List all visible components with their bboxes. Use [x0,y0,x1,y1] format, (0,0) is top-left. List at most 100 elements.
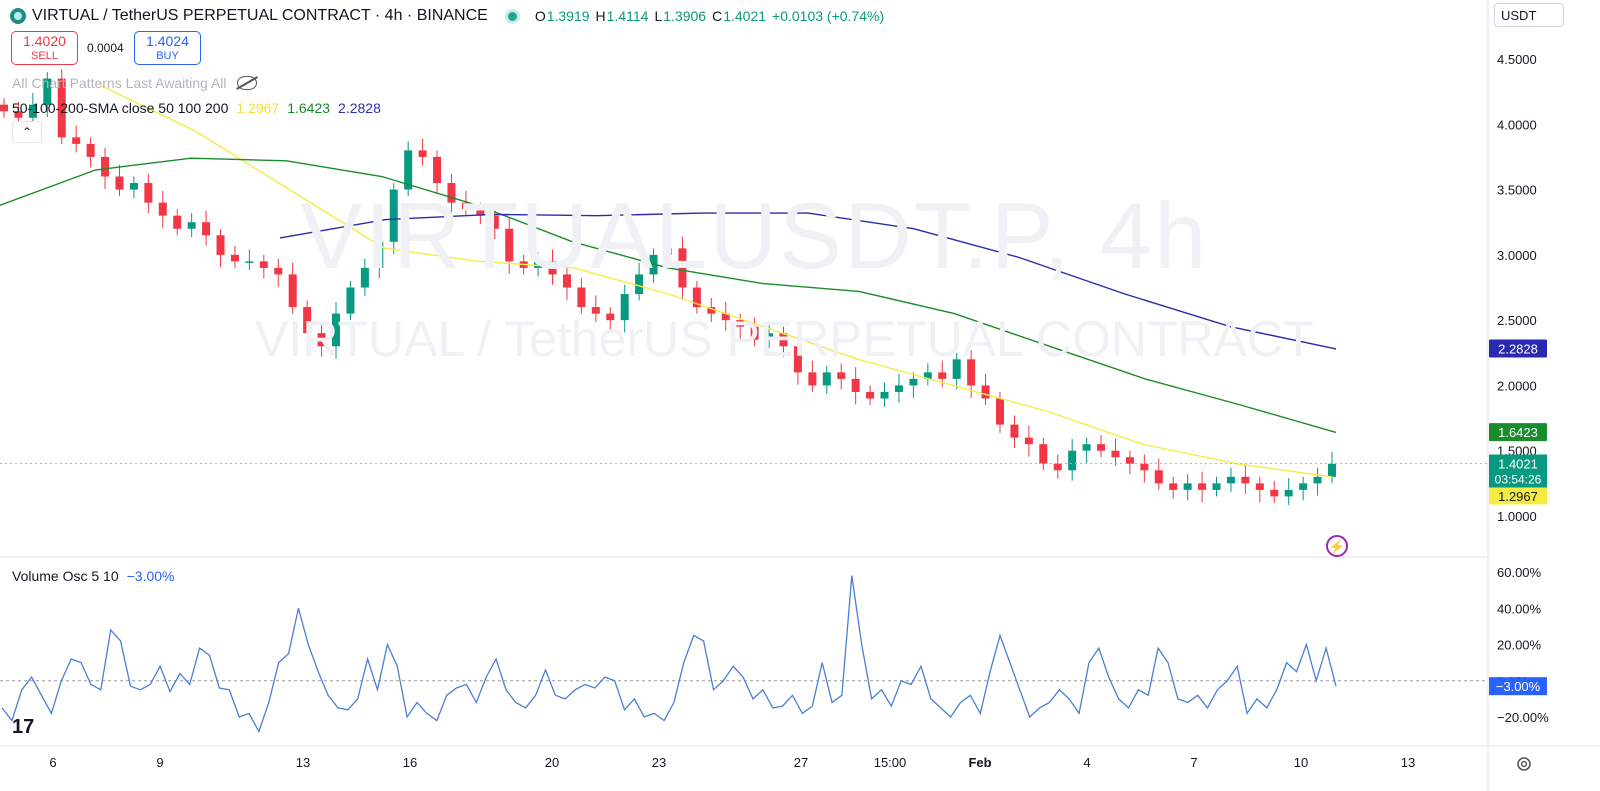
candle-body [1053,463,1062,471]
candle-body [303,307,312,334]
osc-tick-label: 60.00% [1497,565,1542,580]
osc-last-bg [1489,677,1547,696]
osc-tick-label: −20.00% [1497,710,1549,725]
tradingview-logo-icon[interactable]: 17 [12,716,35,738]
candle-body [245,261,254,263]
candle-body [158,202,167,216]
price-tick-label: 1.0000 [1497,509,1537,524]
sma-label: 50-100-200-SMA close 50 100 200 [12,100,229,116]
candle-body [115,176,124,190]
candle-body [346,287,355,314]
candle-body [202,222,211,236]
countdown-label: 03:54:26 [1495,472,1542,486]
spread-value: 0.0004 [87,41,124,55]
chart-patterns-indicator[interactable]: All Chart Patterns Last Awaiting All [12,75,257,91]
candle-body [750,326,759,340]
candle-body [808,372,817,386]
sma-legend[interactable]: 50-100-200-SMA close 50 100 200 1.2967 1.6… [12,100,381,116]
candle-body [1169,483,1178,490]
candle-body [1270,489,1279,497]
candle-body [909,378,918,386]
osc-line [1,575,1337,734]
candle-body [101,156,110,177]
moving-averages [0,84,1488,478]
ohlc-low: L1.3906 [654,8,707,24]
candle-body [288,274,297,308]
ohlc-close: C1.4021 [712,8,767,24]
symbol-logo-icon [10,8,26,24]
osc-last-label: −3.00% [1496,679,1541,694]
candle-body [1111,450,1120,458]
buy-price: 1.4024 [146,33,189,49]
ohlc-open: O1.3919 [534,8,590,24]
buy-label: BUY [156,50,179,62]
candle-body [1125,457,1134,464]
chart-header: VIRTUAL / TetherUS PERPETUAL CONTRACT · … [10,4,884,28]
candle-body [577,287,586,308]
candle-body [129,183,138,190]
watermark-description: VIRTUAL / TetherUS PERPETUAL CONTRACT [255,311,1314,367]
time-tick-label: 13 [296,755,310,770]
candle-body [43,78,52,105]
time-tick-label: 13 [1401,755,1415,770]
candle-body [375,241,384,268]
buy-button[interactable]: 1.4024 BUY [134,31,201,65]
candle-body [216,235,225,255]
time-tick-label: Feb [968,755,991,770]
candle-body [678,248,687,288]
candle-body [187,222,196,229]
sma50-price-label: 1.2967 [1498,489,1538,504]
volume-osc-legend[interactable]: Volume Osc 5 10 −3.00% [12,568,175,584]
price-tick-label: 3.0000 [1497,248,1537,263]
candle-body [837,372,846,379]
candle-body [57,78,66,138]
sma100-price-label-bg [1489,423,1547,442]
price-tick-label: 2.5000 [1497,313,1537,328]
candle-body [86,143,95,157]
candle-body [173,215,182,229]
watermark-symbol: VIRTUALUSDT.P, 4h [300,183,1209,288]
hidden-eye-icon[interactable] [236,76,257,90]
time-tick-label: 23 [652,755,666,770]
candle-body [635,274,644,295]
candle-body [1039,444,1048,464]
candle-body [721,313,730,321]
volume-osc-label: Volume Osc 5 10 [12,568,119,584]
candle-body [1082,444,1091,451]
lightning-icon[interactable]: ⚡ [1326,535,1348,557]
candle-body [144,183,153,203]
candle-body [923,372,932,379]
patterns-label: All Chart Patterns Last Awaiting All [12,75,227,91]
osc-tick-label: 40.00% [1497,601,1542,616]
symbol-title[interactable]: VIRTUAL / TetherUS PERPETUAL CONTRACT · … [32,7,488,24]
sma200-price-label-bg [1489,339,1547,358]
candle-body [866,391,875,399]
time-tick-label: 27 [794,755,808,770]
collapse-legend-button[interactable]: ⌃ [12,121,42,143]
gear-icon[interactable] [1514,754,1534,774]
candle-body [332,313,340,347]
candle-body [1328,463,1336,477]
price-change: +0.0103 (+0.74%) [772,8,885,24]
candle-body [490,215,499,229]
candle-body [765,333,774,340]
sma50-price-label-bg [1489,487,1547,505]
candle-body [461,202,470,210]
candle-body [28,104,37,118]
candle-body [591,307,600,314]
time-tick-label: 6 [49,755,56,770]
time-tick-label: 10 [1294,755,1308,770]
candle-body [822,372,831,386]
market-status-icon[interactable] [507,11,517,21]
candle-body [952,359,961,379]
candle-body [851,378,860,392]
candle-body [967,359,976,386]
currency-selector[interactable]: USDT [1494,3,1564,27]
candle-body [1154,470,1163,484]
candle-body [880,391,889,399]
sma100-line [0,157,1337,434]
candle-body [620,294,629,321]
sell-button[interactable]: 1.4020 SELL [11,31,78,65]
candle-body [606,313,615,321]
